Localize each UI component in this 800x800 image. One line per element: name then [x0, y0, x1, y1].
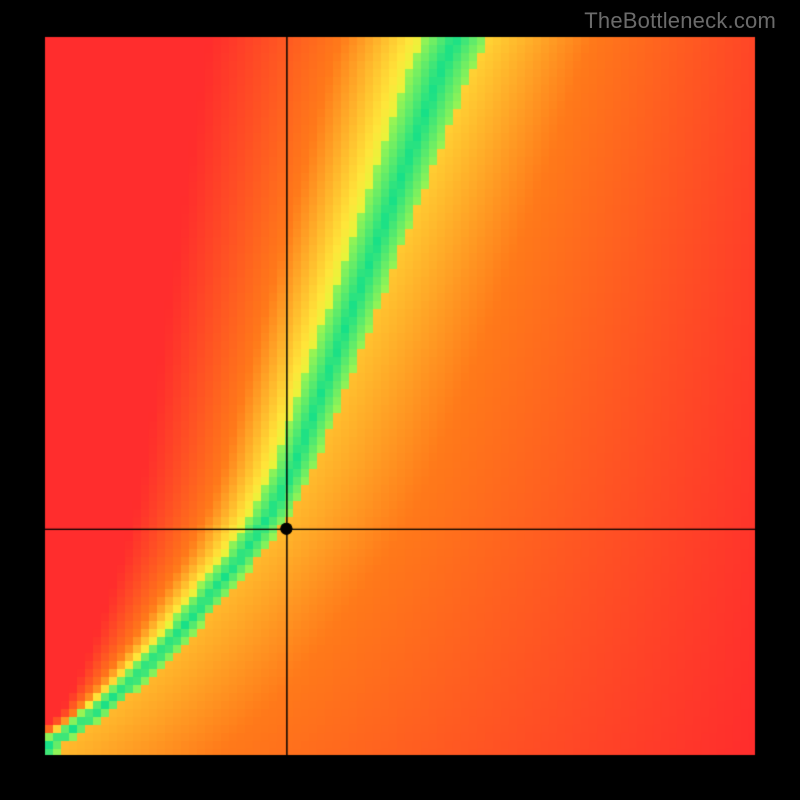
bottleneck-heatmap [0, 0, 800, 800]
chart-container: { "watermark": "TheBottleneck.com", "can… [0, 0, 800, 800]
watermark-text: TheBottleneck.com [584, 8, 776, 34]
